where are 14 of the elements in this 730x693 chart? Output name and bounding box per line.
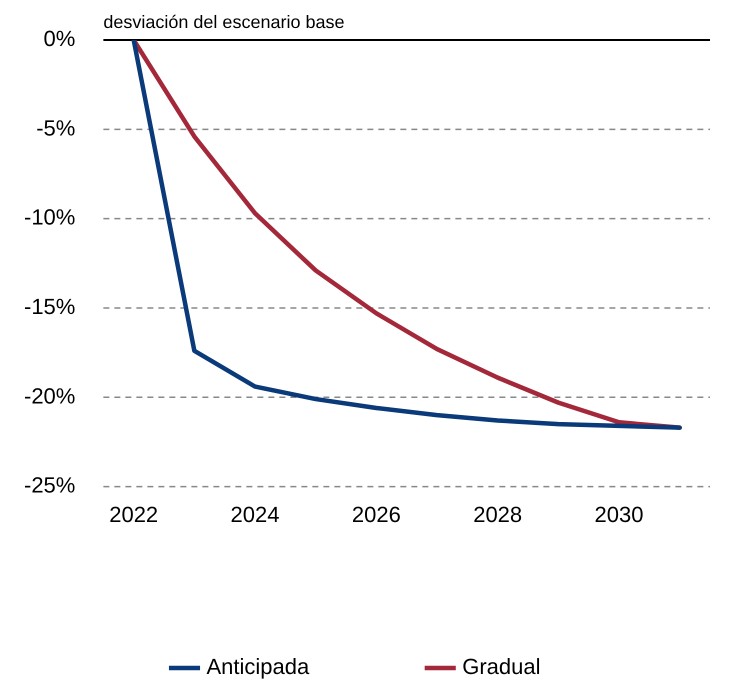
y-tick-label: 0% [44, 26, 76, 52]
y-axis-title: desviación del escenario base [103, 12, 345, 32]
y-tick-label: -5% [36, 115, 76, 140]
y-tick-label: -25% [24, 472, 76, 498]
x-tick-label: 2028 [473, 502, 522, 527]
y-tick-label: -10% [24, 204, 76, 230]
legend-label: Anticipada [206, 654, 310, 680]
y-tick-label: -20% [24, 383, 76, 408]
y-tick-label: -15% [24, 294, 76, 320]
legend-label: Gradual [462, 654, 541, 680]
x-tick-label: 2030 [594, 502, 644, 527]
x-tick-label: 2024 [230, 502, 280, 527]
x-tick-label: 2026 [352, 502, 401, 527]
x-tick-label: 2022 [109, 502, 158, 527]
